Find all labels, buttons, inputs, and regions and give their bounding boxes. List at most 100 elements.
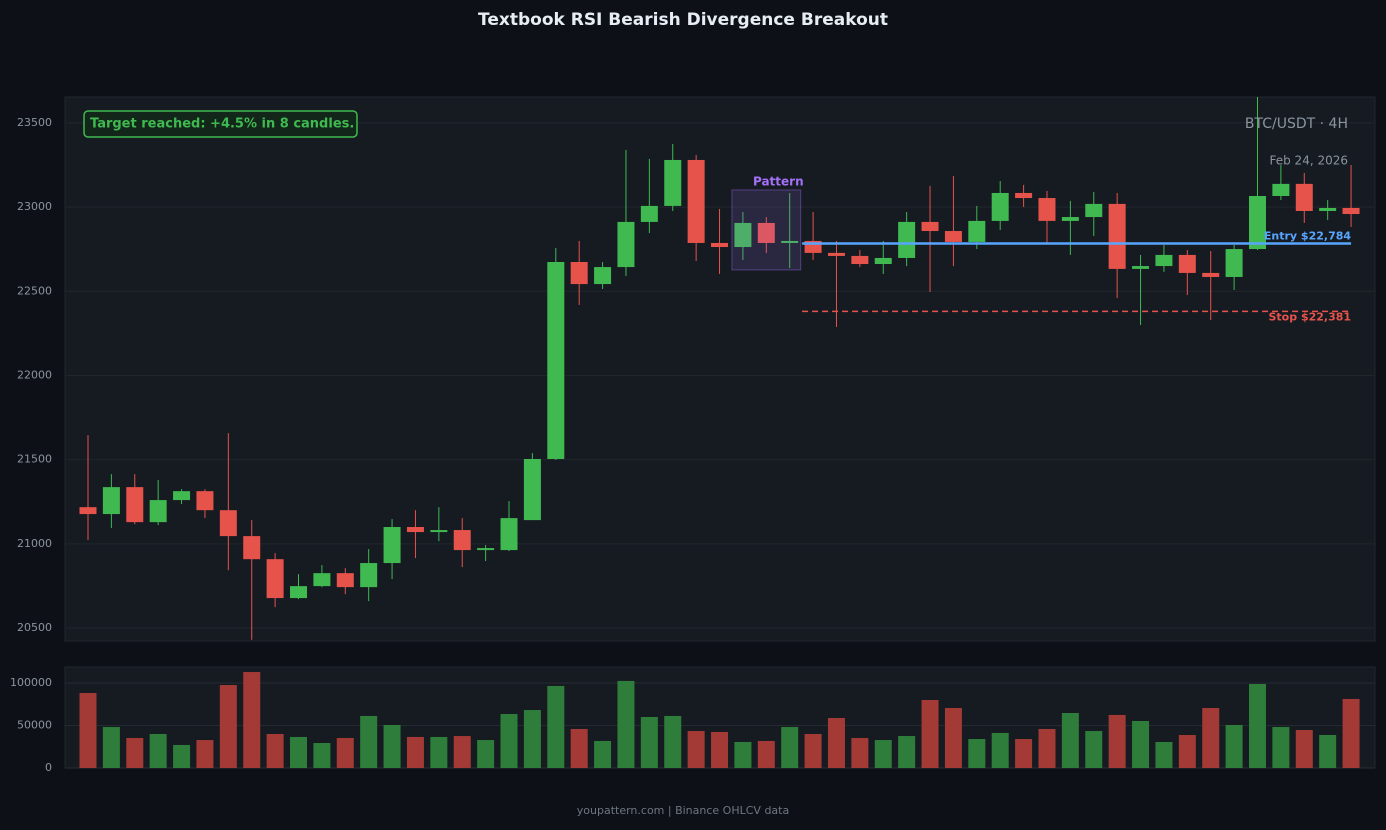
volume-bar — [149, 733, 167, 768]
volume-bar — [1155, 741, 1173, 768]
volume-bar — [1038, 728, 1056, 768]
candle-body — [500, 518, 518, 551]
y-tick-label: 50000 — [17, 718, 52, 731]
candle-body — [570, 262, 588, 285]
candle-body — [757, 222, 775, 243]
annotation-box — [83, 110, 358, 138]
candle-body — [290, 586, 308, 599]
volume-bar — [79, 693, 97, 768]
candle-body — [827, 252, 845, 256]
candle-body — [1038, 198, 1056, 221]
volume-bar — [1132, 720, 1150, 768]
candle-body — [453, 530, 471, 551]
candle-body — [1202, 272, 1220, 277]
candle-body — [640, 205, 658, 222]
candle-body — [921, 221, 939, 232]
candle-body — [430, 530, 448, 533]
candle-body — [523, 458, 541, 521]
candle-body — [617, 221, 635, 268]
y-tick-label: 22500 — [17, 284, 52, 297]
volume-bar — [1015, 739, 1033, 768]
volume-bar — [570, 728, 588, 768]
volume-bar — [640, 716, 658, 768]
volume-bar — [711, 731, 729, 768]
volume-bar — [781, 727, 799, 768]
volume-bar — [1295, 729, 1313, 768]
candle-body — [547, 262, 565, 459]
candle-body — [477, 548, 495, 551]
candle-body — [1295, 183, 1313, 211]
candle-body — [874, 257, 892, 265]
y-tick-label: 100000 — [10, 676, 52, 689]
price-panel — [64, 96, 1376, 642]
candle-body — [1015, 192, 1033, 199]
volume-bar — [477, 740, 495, 768]
candle-body — [1155, 254, 1173, 267]
candle-body — [594, 267, 612, 285]
volume-bar — [1061, 712, 1079, 768]
candle-body — [266, 559, 284, 599]
candle-body — [687, 159, 705, 243]
volume-bar — [617, 680, 635, 768]
volume-bar — [126, 737, 144, 768]
footer: youpattern.com | Binance OHLCV data — [577, 804, 789, 817]
volume-bar — [687, 731, 705, 768]
candle-body — [126, 487, 144, 523]
volume-bar — [430, 736, 448, 768]
candle-body — [804, 240, 822, 253]
volume-bar — [196, 740, 214, 768]
volume-bar — [1272, 727, 1290, 768]
volume-bar — [757, 740, 775, 768]
candle-body — [781, 240, 799, 243]
candle-body — [173, 491, 191, 501]
candle-body — [1342, 207, 1360, 215]
candle-body — [313, 573, 331, 587]
volume-bar — [991, 732, 1009, 768]
candle-body — [1178, 254, 1196, 273]
volume-bar — [523, 710, 541, 768]
candle-body — [991, 192, 1009, 221]
y-tick-label: 21500 — [17, 453, 52, 466]
candle-body — [851, 255, 869, 265]
symbol: BTC/USDT · 4H — [1245, 116, 1348, 132]
candle-body — [243, 536, 261, 560]
annotation: Target reached: +4.5% in 8 candles. — [90, 117, 354, 132]
level-label: Stop $22,381 — [1269, 310, 1352, 323]
candle-body — [1225, 249, 1243, 277]
volume-bar — [968, 739, 986, 768]
y-tick-label: 20500 — [17, 621, 52, 634]
volume-bar — [1202, 707, 1220, 768]
candle-body — [1272, 183, 1290, 197]
y-tick-label: 23000 — [17, 200, 52, 213]
volume-bar — [944, 707, 962, 768]
y-tick-label: 22000 — [17, 368, 52, 381]
volume-bar — [336, 737, 354, 768]
volume-bar — [266, 733, 284, 768]
candle-body — [1108, 203, 1126, 269]
candle-body — [664, 159, 682, 206]
candle-body — [1061, 217, 1079, 221]
volume-bar — [360, 715, 378, 768]
candle-body — [219, 510, 237, 537]
candle-body — [149, 500, 167, 523]
volume-bar — [874, 740, 892, 768]
level-label: Entry $22,784 — [1264, 229, 1351, 242]
volume-bar — [851, 737, 869, 768]
date: Feb 24, 2026 — [1270, 154, 1349, 168]
volume-bar — [804, 733, 822, 768]
volume-bar — [406, 736, 424, 768]
candle-body — [196, 491, 214, 511]
y-tick-label: 23500 — [17, 116, 52, 129]
volume-bar — [594, 740, 612, 768]
volume-bar — [290, 736, 308, 768]
volume-bar — [243, 672, 261, 768]
volume-bar — [173, 744, 191, 768]
volume-bar — [383, 724, 401, 768]
volume-bar — [102, 727, 120, 768]
volume-bar — [1248, 684, 1266, 768]
candle-body — [336, 573, 354, 588]
candle-body — [102, 487, 120, 515]
volume-bar — [453, 736, 471, 768]
